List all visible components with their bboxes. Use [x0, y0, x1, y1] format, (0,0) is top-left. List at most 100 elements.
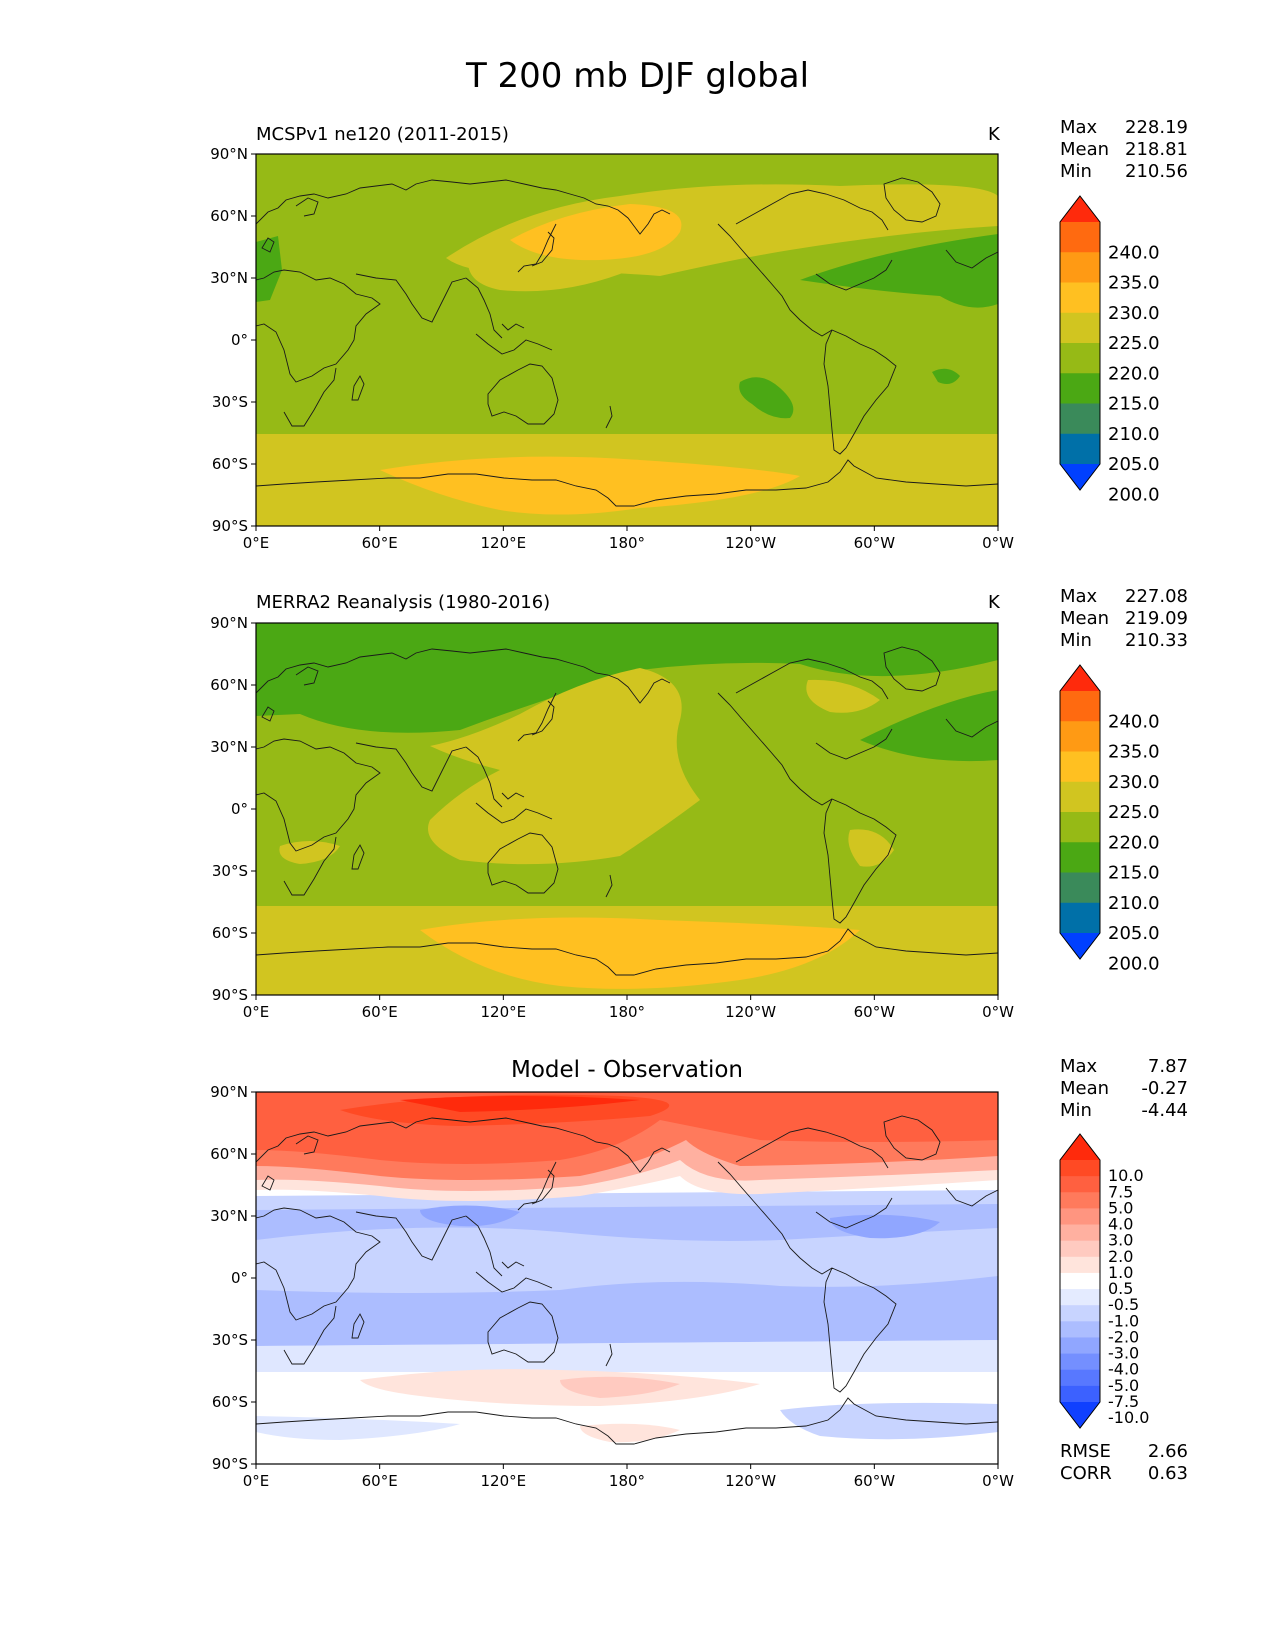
lat-tick-label: 30°S	[212, 862, 248, 880]
stat-value: 210.56	[1125, 161, 1188, 182]
colorbar-tick-label: 240.0	[1108, 242, 1160, 263]
colorbar-tick-label: 0.5	[1108, 1279, 1133, 1298]
colorbar-tick-label: 230.0	[1108, 772, 1160, 793]
lon-tick-label: 180°	[609, 1003, 645, 1021]
colorbar-segment	[1060, 1160, 1100, 1177]
map-panel-3	[256, 1092, 998, 1464]
stat-value: 227.08	[1125, 586, 1188, 607]
lat-tick-label: 90°S	[212, 986, 248, 1004]
colorbar-outline	[1059, 195, 1101, 491]
colorbar-segment	[1060, 1272, 1100, 1290]
stat-value: 210.33	[1125, 630, 1188, 651]
colorbar-segment	[1060, 902, 1100, 934]
colorbar-segment	[1060, 872, 1100, 904]
colorbar-tick-label: -2.0	[1108, 1327, 1139, 1346]
stat-label: CORR	[1060, 1463, 1112, 1484]
colorbar-segment	[1060, 812, 1100, 843]
lat-tick-label: 30°S	[212, 1331, 248, 1349]
lat-tick-label: 90°N	[210, 145, 248, 163]
lon-tick-label: 120°W	[725, 534, 776, 552]
colorbar-segment	[1060, 1240, 1100, 1258]
colorbar-tick-label: 200.0	[1108, 953, 1160, 974]
colorbar-segment	[1060, 1385, 1100, 1403]
lon-tick-label: 60°W	[854, 1472, 896, 1490]
panel-1-title: MCSPv1 ne120 (2011-2015)	[256, 124, 509, 145]
colorbar-segment	[1060, 222, 1100, 253]
colorbar-tick-label: 7.5	[1108, 1182, 1133, 1201]
stat-label: Max	[1060, 586, 1098, 607]
lon-tick-label: 120°W	[725, 1003, 776, 1021]
colorbar-segment	[1060, 252, 1100, 283]
colorbar-extend-top	[1060, 1134, 1100, 1160]
stat-label: Max	[1060, 117, 1098, 138]
lat-tick-label: 30°N	[210, 738, 248, 756]
colorbar-segment	[1060, 433, 1100, 465]
lon-tick-label: 120°E	[481, 1472, 527, 1490]
colorbar-segment	[1060, 373, 1100, 404]
lat-tick-label: 30°N	[210, 269, 248, 287]
colorbar-extend-bottom	[1060, 464, 1100, 490]
colorbar-tick-label: 3.0	[1108, 1231, 1133, 1250]
colorbar-tick-label: 10.0	[1108, 1166, 1144, 1185]
stat-label: Mean	[1060, 139, 1110, 160]
lat-tick-label: 90°S	[212, 1455, 248, 1473]
lon-tick-label: 180°	[609, 534, 645, 552]
lon-tick-label: 120°E	[481, 1003, 527, 1021]
colorbar-segment	[1060, 781, 1100, 813]
lon-tick-label: 60°W	[854, 534, 896, 552]
colorbar-tick-label: -5.0	[1108, 1376, 1139, 1395]
colorbar-segment	[1060, 312, 1100, 344]
colorbar-segment	[1060, 1289, 1100, 1306]
colorbar-segment	[1060, 1176, 1100, 1193]
colorbar-segment	[1060, 1337, 1100, 1355]
lat-tick-label: 0°	[231, 1269, 248, 1287]
colorbar-tick-label: 2.0	[1108, 1247, 1133, 1266]
colorbar-tick-label: 225.0	[1108, 802, 1160, 823]
lat-tick-label: 90°S	[212, 517, 248, 535]
colorbar-tick-label: 4.0	[1108, 1215, 1133, 1234]
panel-2-title: MERRA2 Reanalysis (1980-2016)	[256, 592, 551, 613]
colorbar-segment	[1060, 343, 1100, 374]
lat-tick-label: 0°	[231, 800, 248, 818]
colorbar-segment	[1060, 691, 1100, 722]
lon-tick-label: 0°E	[243, 534, 270, 552]
lat-tick-label: 30°N	[210, 1207, 248, 1225]
colorbar-tick-label: 5.0	[1108, 1198, 1133, 1217]
stat-label: Max	[1060, 1056, 1098, 1077]
stat-value: 0.63	[1147, 1463, 1188, 1484]
panel-1-units: K	[988, 124, 1000, 145]
colorbar-segment	[1060, 1353, 1100, 1371]
lon-tick-label: 0°W	[982, 534, 1014, 552]
map-panel-2	[256, 623, 998, 995]
stat-label: Mean	[1060, 1078, 1110, 1099]
lat-tick-label: 60°S	[212, 924, 248, 942]
colorbar-segment	[1060, 751, 1100, 783]
lon-tick-label: 60°W	[854, 1003, 896, 1021]
colorbar-tick-label: 225.0	[1108, 333, 1160, 354]
colorbar-tick-label: 235.0	[1108, 742, 1160, 763]
colorbar-segment	[1060, 1305, 1100, 1322]
colorbar-tick-label: -10.0	[1108, 1408, 1149, 1427]
colorbar-tick-label: -7.5	[1108, 1392, 1139, 1411]
lon-tick-label: 120°E	[481, 534, 527, 552]
colorbar-outline	[1059, 664, 1101, 960]
colorbar-tick-label: 205.0	[1108, 454, 1160, 475]
stat-label: Min	[1060, 630, 1092, 651]
lat-tick-label: 90°N	[210, 1083, 248, 1101]
stat-value: 2.66	[1147, 1441, 1188, 1462]
colorbar-extend-bottom	[1060, 1402, 1100, 1428]
colorbar-segment	[1060, 721, 1100, 752]
lat-tick-label: 60°N	[210, 207, 248, 225]
colorbar-tick-label: 240.0	[1108, 711, 1160, 732]
colorbar-tick-label: 210.0	[1108, 893, 1160, 914]
colorbar-segment	[1060, 1256, 1100, 1274]
colorbar-tick-label: 215.0	[1108, 863, 1160, 884]
stat-value: -0.27	[1141, 1078, 1188, 1099]
colorbar-tick-label: -1.0	[1108, 1311, 1139, 1330]
colorbar-tick-label: 215.0	[1108, 394, 1160, 415]
colorbar-segment	[1060, 1321, 1100, 1338]
lat-tick-label: 30°S	[212, 393, 248, 411]
colorbar-segment	[1060, 842, 1100, 873]
colorbar-tick-label: 210.0	[1108, 424, 1160, 445]
